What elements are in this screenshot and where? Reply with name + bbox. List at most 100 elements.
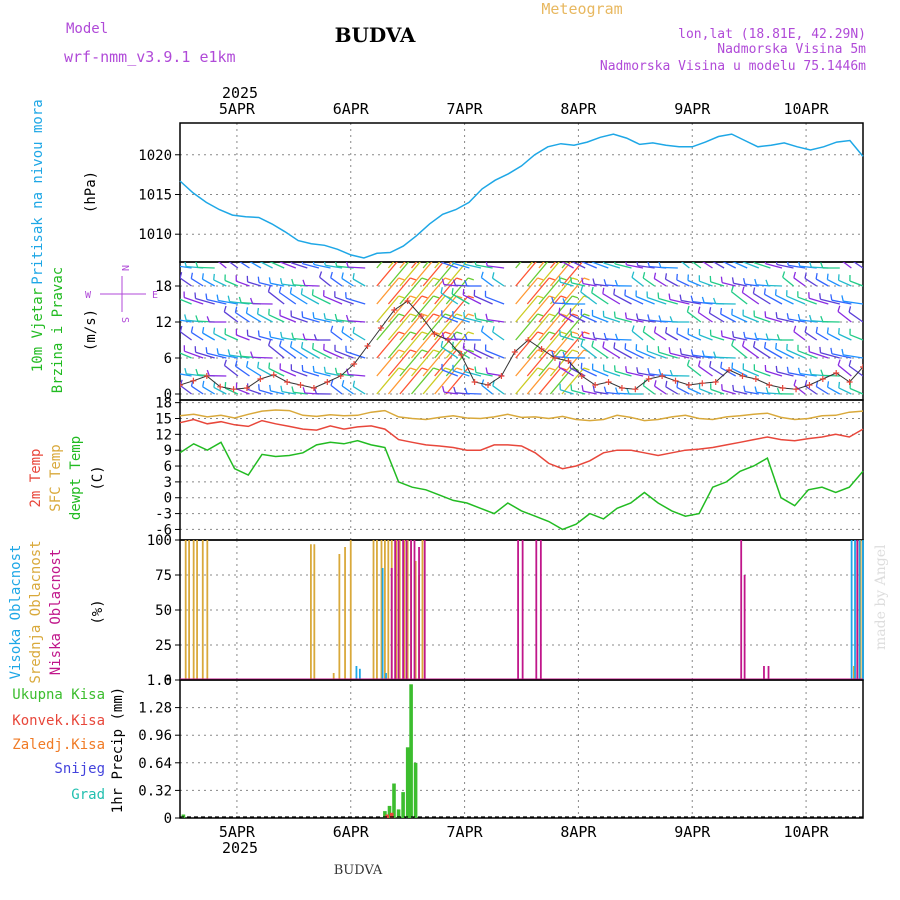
wind-barb-feather [752, 341, 756, 348]
wind-barb [526, 262, 549, 287]
footer-station: BUDVA [334, 863, 383, 878]
wind-barb-feather [194, 292, 197, 299]
wind-barb-feather [195, 262, 199, 268]
wind-barb-feather [782, 271, 786, 278]
wind-barb [560, 335, 574, 341]
wind-barb-feather [313, 334, 318, 341]
wind-barb [376, 277, 400, 305]
bottom-date-axis: 5APR 6APR 7APR 8APR 9APR 10APR [219, 823, 830, 841]
wind-barb [820, 298, 840, 305]
precip-legend-convective: Konvek.Kisa [12, 713, 105, 729]
wind-barb [852, 262, 863, 269]
wind-barb-feather [235, 253, 236, 259]
wind-barb [313, 263, 331, 269]
wind-barb [753, 346, 771, 359]
wind-barb-feather [602, 341, 605, 348]
wind-barb [744, 283, 759, 287]
wind-barb [571, 282, 586, 287]
wind-barb [217, 262, 227, 269]
wind-barb-feather [279, 278, 283, 285]
wind-barb-feather [421, 349, 428, 353]
wind-speed-point [605, 379, 612, 385]
wind-barb [582, 336, 597, 341]
wind-speed-point [819, 376, 826, 382]
wind-barb [561, 262, 574, 269]
wind-ylabel-2: Brzina i Pravac [50, 267, 66, 393]
cloud-unit: (%) [90, 599, 106, 624]
cloud-tick-label: 100 [147, 533, 172, 549]
wind-speed-point [525, 337, 532, 343]
wind-speed-point [190, 377, 197, 384]
wind-barb-feather [764, 262, 767, 264]
wind-barb-feather [548, 367, 556, 371]
wind-barb [257, 367, 273, 377]
wind-barb-feather [826, 273, 829, 280]
wind-barb [624, 294, 644, 305]
wind-barb-feather [227, 295, 231, 302]
wind-barb [687, 333, 702, 341]
wind-barb [452, 370, 470, 377]
wind-barb [246, 312, 262, 323]
wind-barb-feather [690, 349, 694, 356]
wind-barb-feather [257, 276, 260, 283]
wind-barb [658, 297, 678, 305]
wind-barb [202, 332, 216, 341]
wind-barb [323, 295, 343, 305]
wind-speed-point [752, 376, 759, 382]
wind-barb [838, 387, 852, 395]
wind-barb-feather [569, 308, 572, 315]
wind-barb-feather [572, 331, 579, 335]
wind-barb [399, 331, 423, 359]
wind-speed-point [364, 343, 371, 349]
wind-barb [180, 352, 192, 359]
wind-speed-point [538, 346, 545, 352]
temp-tick-label: 6 [164, 459, 172, 475]
wind-barb-feather [754, 278, 758, 285]
wind-barb-feather [841, 348, 844, 356]
wind-barb [387, 349, 411, 377]
precip-legend-total: Ukupna Kisa [12, 687, 105, 703]
wind-barb [259, 262, 273, 269]
wind-barb [474, 295, 493, 305]
wind-barb [213, 333, 227, 341]
wind-barb [613, 294, 632, 305]
bottom-date-label: 6APR [333, 823, 370, 841]
wind-barb [582, 390, 597, 395]
wind-speed-point [712, 379, 719, 385]
wind-barb [452, 262, 470, 269]
wind-barb-feather [775, 262, 778, 265]
temp-tick-label: -6 [155, 522, 172, 538]
wind-barb [290, 346, 308, 359]
wind-barb-feather [463, 311, 466, 318]
wind-barb [827, 279, 841, 287]
wind-barb-feather [793, 271, 797, 278]
wind-barb [842, 262, 852, 269]
wind-barb-feather [216, 348, 219, 355]
wind-speed-point [632, 386, 639, 393]
wind-barb-feather [815, 326, 818, 333]
wind-barb-feather [537, 277, 544, 281]
wind-barb-feather [444, 277, 451, 281]
cloud-ylabel-1: Visoka Oblacnost [8, 545, 24, 680]
wind-speed-point [351, 361, 358, 367]
wind-barb [247, 388, 262, 395]
wind-barb-feather [560, 331, 567, 335]
wind-speed-point [485, 382, 492, 388]
wind-speed-point [846, 379, 853, 385]
wind-barb-feather [238, 296, 242, 303]
coords-label: lon,lat (18.81E, 42.29N) [678, 27, 866, 42]
wind-barb [443, 391, 458, 395]
wind-barb [654, 385, 667, 395]
wind-barb [475, 264, 493, 269]
wind-barb-feather [238, 350, 242, 357]
wind-barb [224, 279, 239, 287]
wind-barb [268, 367, 285, 377]
wind-barb-feather [591, 286, 594, 293]
wind-barb [180, 331, 192, 341]
wind-barb [195, 351, 215, 359]
wind-barb [526, 331, 550, 359]
wind-barb-feather [456, 295, 463, 299]
wind-speed-point [324, 379, 331, 385]
wind-barb [312, 348, 331, 359]
wind-barb-feather [467, 331, 475, 335]
